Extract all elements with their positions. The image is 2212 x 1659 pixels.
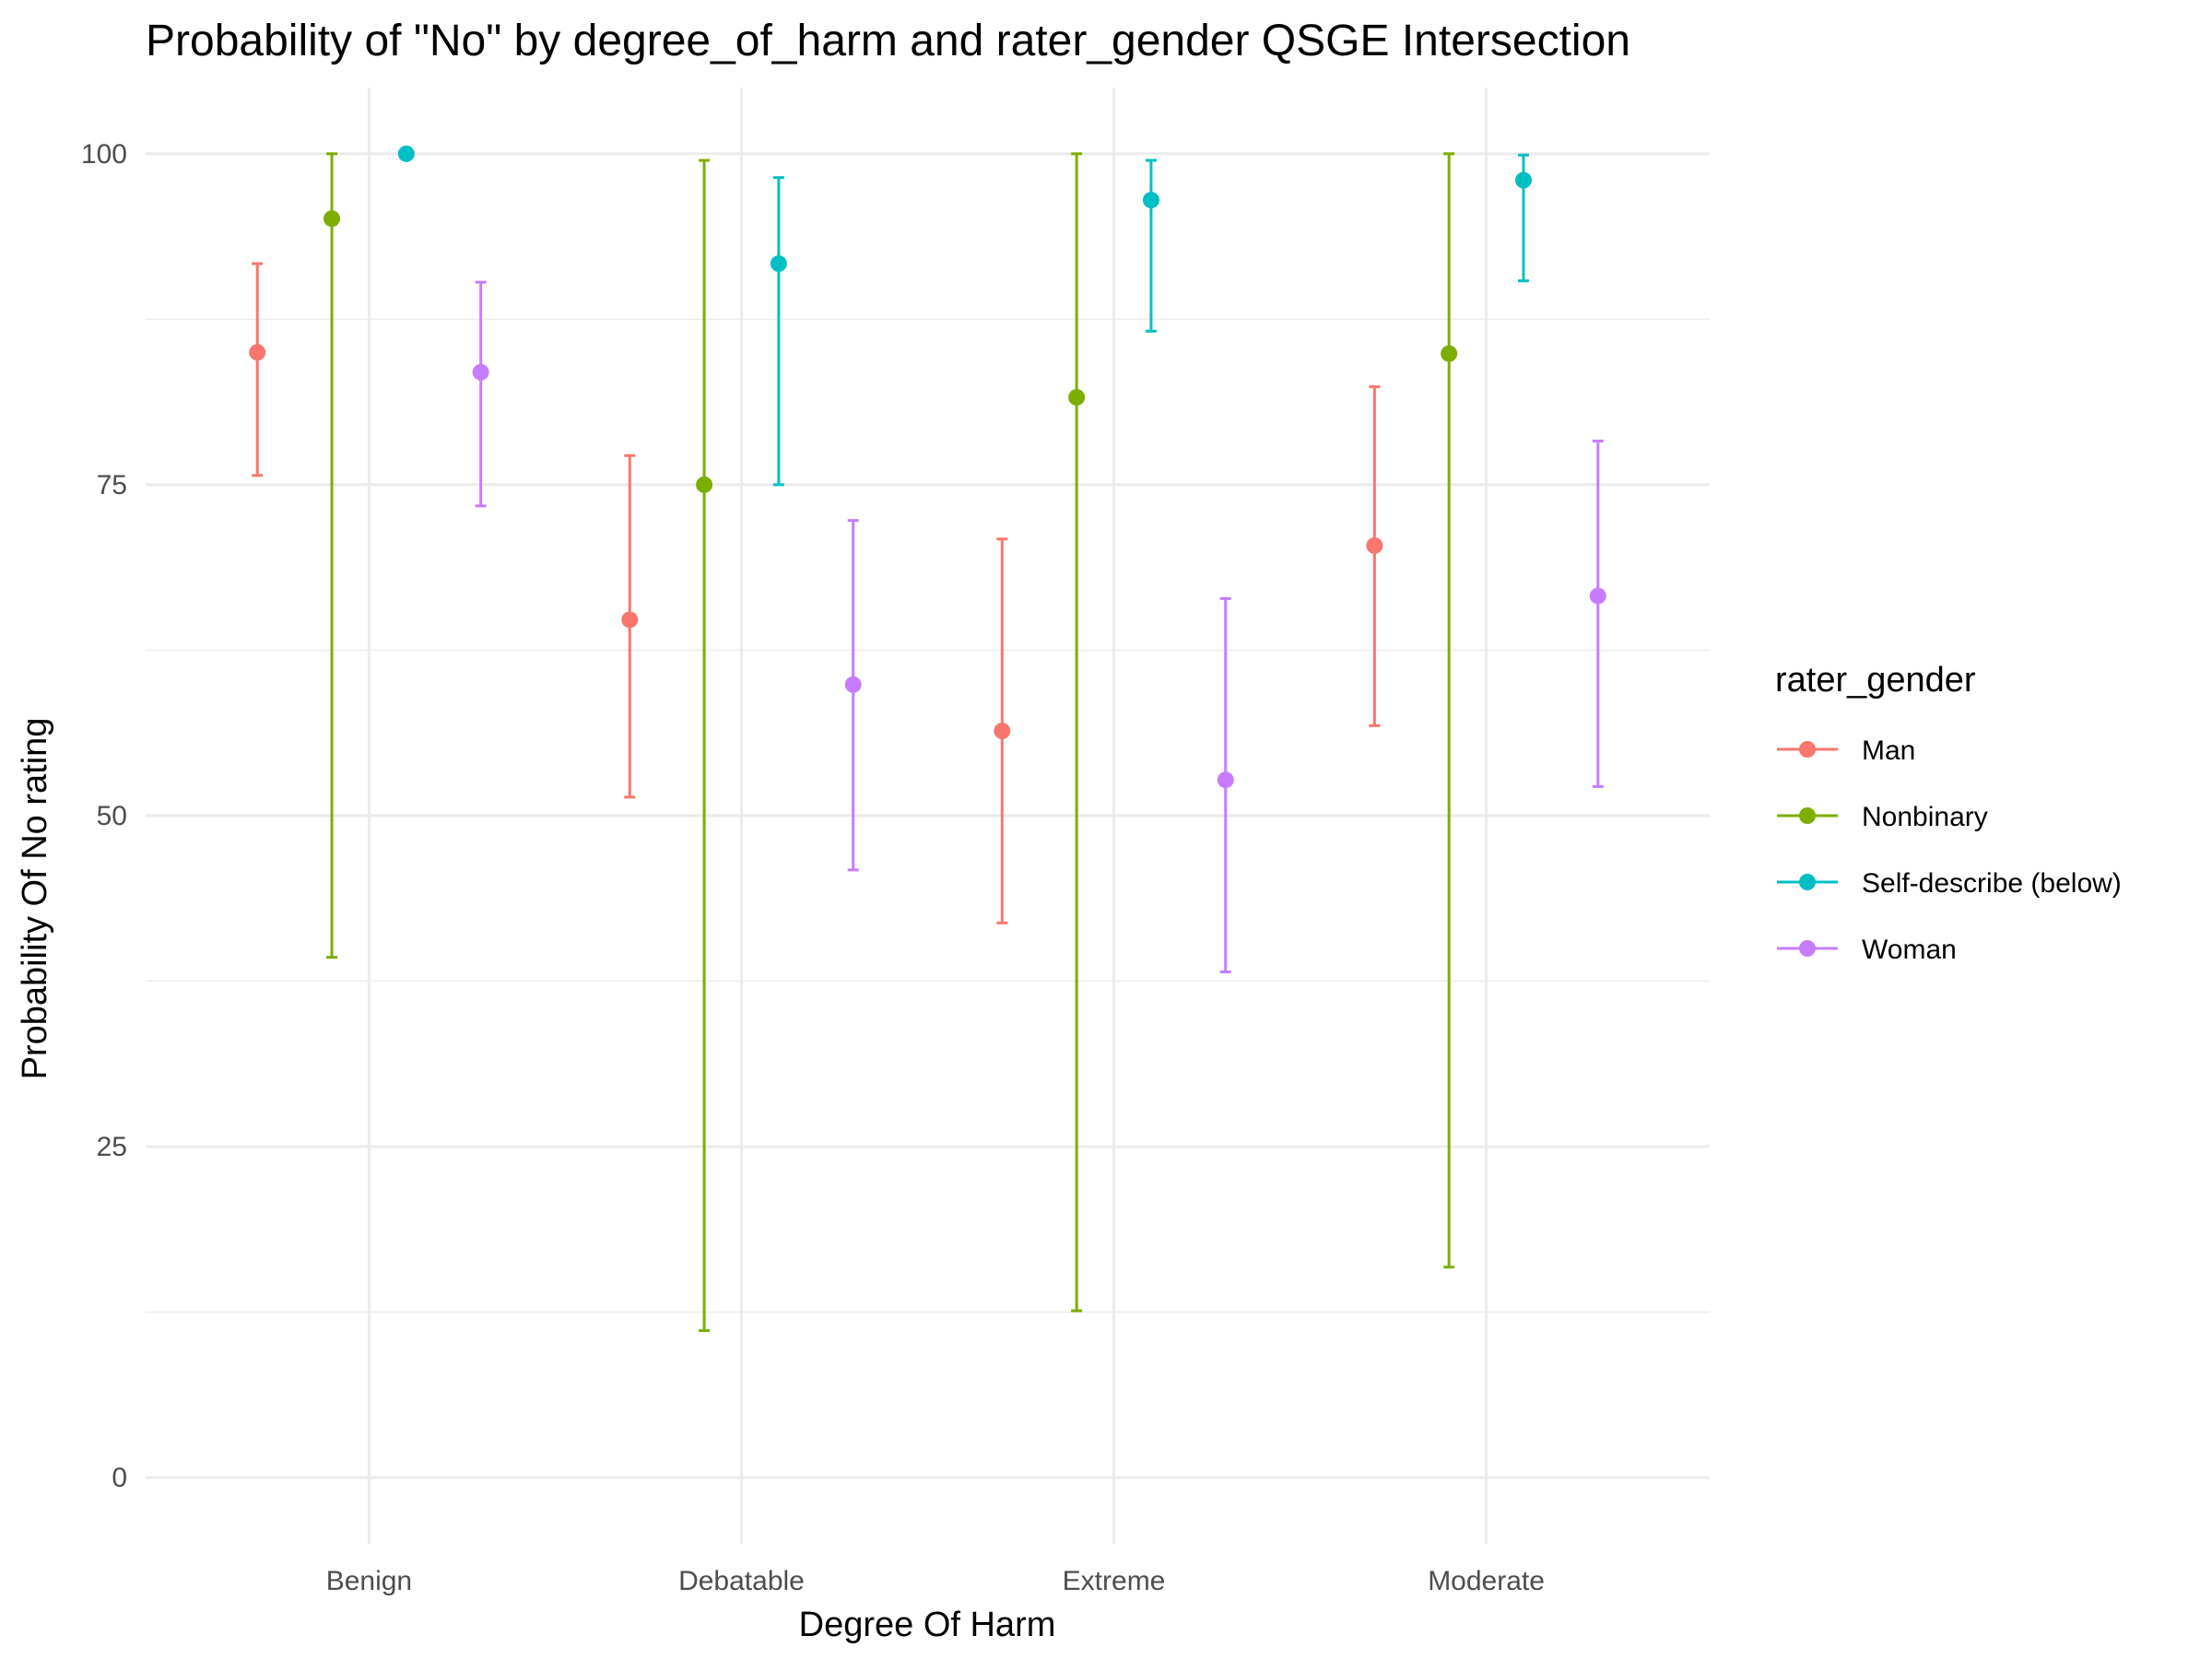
data-point xyxy=(1589,587,1606,605)
error-bar xyxy=(252,262,264,477)
error-bar xyxy=(1369,385,1381,727)
legend-key xyxy=(1799,940,1816,957)
data-point xyxy=(696,476,713,493)
legend-item: Nonbinary xyxy=(1777,802,1988,832)
data-point xyxy=(324,210,341,228)
legend-title: rater_gender xyxy=(1775,661,1976,700)
chart-title: Probability of "No" by degree_of_harm an… xyxy=(146,17,1630,65)
y-tick-label: 0 xyxy=(112,1463,127,1493)
plot-marks xyxy=(249,145,1606,1333)
x-tick-label: Benign xyxy=(326,1566,412,1596)
y-axis-title: Probability Of No rating xyxy=(16,718,54,1080)
data-point xyxy=(1366,536,1383,554)
legend-item: Man xyxy=(1777,735,1915,766)
data-point xyxy=(770,255,787,273)
legend-key xyxy=(1799,807,1816,824)
legend-label: Man xyxy=(1862,735,1915,766)
error-bar xyxy=(847,519,859,872)
data-point xyxy=(397,145,415,162)
error-bar xyxy=(1071,152,1083,1312)
data-point xyxy=(1142,192,1159,209)
data-point xyxy=(844,676,862,693)
x-tick-label: Moderate xyxy=(1428,1566,1545,1596)
legend-label: Self-describe (below) xyxy=(1862,868,2122,899)
data-point xyxy=(1441,345,1458,362)
error-bar xyxy=(772,176,784,487)
data-point xyxy=(249,344,266,361)
legend-item: Woman xyxy=(1777,935,1957,965)
data-point xyxy=(1217,771,1234,789)
legend-label: Woman xyxy=(1862,935,1957,965)
y-tick-label: 50 xyxy=(97,801,127,831)
y-tick-label: 25 xyxy=(97,1132,127,1162)
error-bar xyxy=(699,159,711,1333)
legend: rater_gender Man Nonbinary Self-describe (… xyxy=(1775,661,2122,965)
error-bar xyxy=(1443,152,1455,1269)
error-bar xyxy=(1592,440,1604,788)
error-bar xyxy=(326,152,338,959)
error-bar xyxy=(1145,159,1157,333)
y-tick-label: 75 xyxy=(97,470,127,500)
x-tick-label: Debatable xyxy=(678,1566,805,1596)
legend-key xyxy=(1799,741,1816,758)
data-point xyxy=(621,611,639,629)
data-point xyxy=(1514,171,1532,189)
data-point xyxy=(1068,389,1086,406)
tick-labels: 0 25 50 75 100 Benign Debatable Extreme Moderate xyxy=(81,139,1545,1596)
data-point xyxy=(994,723,1011,740)
x-tick-label: Extreme xyxy=(1063,1566,1166,1596)
legend-label: Nonbinary xyxy=(1862,802,1988,832)
y-tick-label: 100 xyxy=(81,139,127,170)
legend-key xyxy=(1799,874,1816,890)
legend-item: Self-describe (below) xyxy=(1777,868,2122,899)
error-bar xyxy=(475,280,487,508)
x-axis-title: Degree Of Harm xyxy=(799,1606,1056,1644)
data-point xyxy=(472,363,489,381)
